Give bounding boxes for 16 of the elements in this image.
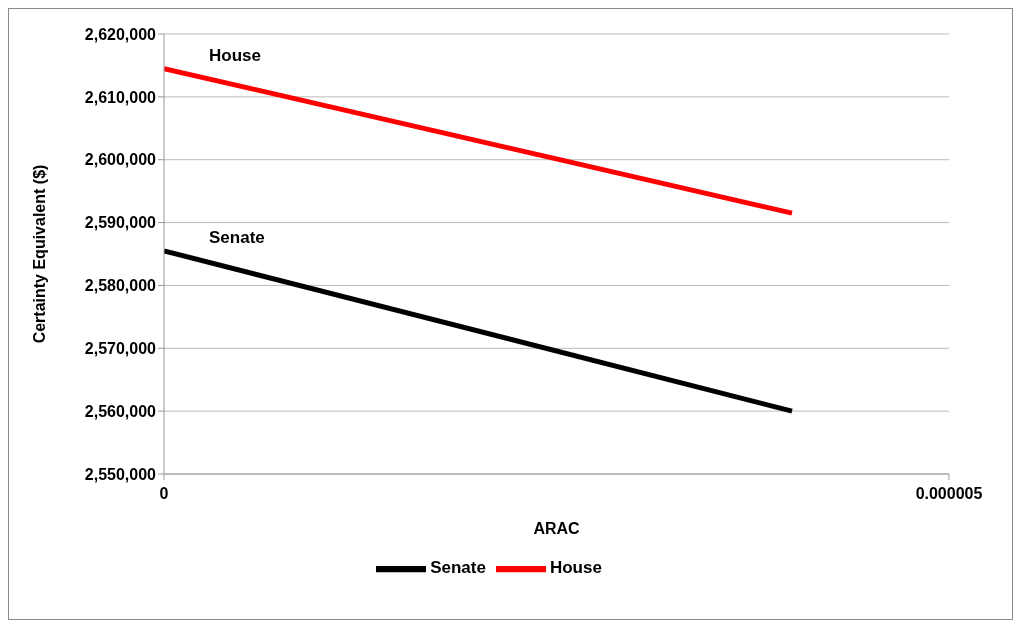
y-tick-label: 2,590,000 — [84, 214, 157, 232]
x-tick-label: 0 — [159, 485, 169, 503]
text: House — [209, 45, 261, 65]
y-tick-label: 2,610,000 — [84, 88, 157, 106]
text: Senate — [209, 227, 265, 247]
y-tick-label: 2,570,000 — [84, 339, 157, 357]
y-tick-label: 2,550,000 — [84, 465, 157, 483]
x-axis-title: ARAC — [533, 520, 581, 537]
y-tick-label: 2,580,000 — [84, 277, 157, 295]
y-tick-label: 2,620,000 — [84, 25, 157, 43]
legend-label: Senate — [430, 558, 486, 578]
y-axis-title: Certainty Equivalent ($) — [30, 164, 48, 344]
y-tick-label: 2,600,000 — [84, 151, 157, 169]
y-tick-label: 2,560,000 — [84, 402, 157, 420]
x-tick-label: 0.000005 — [915, 485, 983, 503]
legend-label: House — [549, 558, 602, 578]
